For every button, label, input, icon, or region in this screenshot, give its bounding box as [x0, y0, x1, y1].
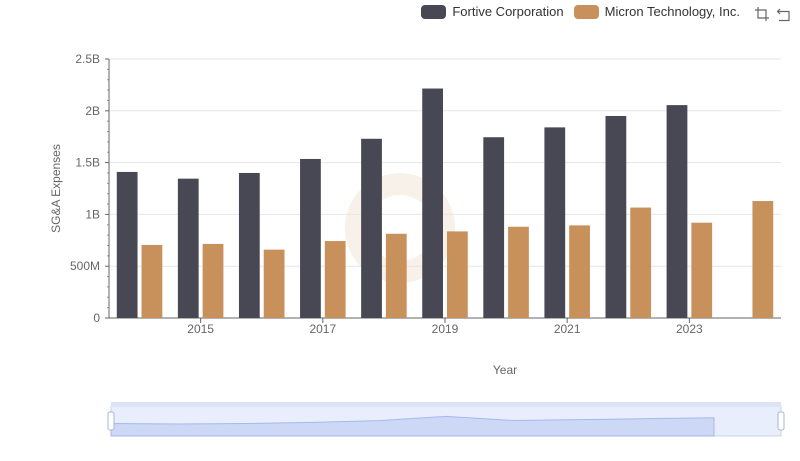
x-tick-label: 2021	[554, 322, 581, 336]
bar-fortive-2020[interactable]	[483, 137, 505, 318]
y-axis-title: SG&A Expenses	[49, 144, 63, 233]
y-tick-label: 2.5B	[75, 52, 100, 66]
bar-micron-2024[interactable]	[752, 201, 774, 318]
bar-micron-2023[interactable]	[691, 222, 713, 318]
bar-fortive-2014[interactable]	[116, 171, 138, 318]
x-tick-label: 2015	[187, 322, 214, 336]
datazoom-handle-left[interactable]	[107, 411, 115, 431]
bar-micron-2018[interactable]	[385, 233, 407, 318]
zoom-icon[interactable]	[754, 6, 770, 22]
legend-item-fortive[interactable]: Fortive Corporation	[421, 4, 564, 19]
legend-swatch-micron	[573, 4, 599, 19]
datazoom-top-bar[interactable]	[111, 402, 781, 407]
y-tick-label: 0	[93, 311, 100, 325]
legend-label-micron: Micron Technology, Inc.	[604, 4, 740, 19]
bar-micron-2019[interactable]	[447, 231, 468, 318]
y-tick-label: 2B	[85, 104, 100, 118]
bar-micron-2020[interactable]	[508, 226, 529, 318]
toolbox	[754, 6, 792, 22]
legend-swatch-fortive	[421, 4, 447, 19]
bar-micron-2014[interactable]	[141, 244, 163, 318]
bar-fortive-2015[interactable]	[177, 178, 199, 318]
legend: Fortive Corporation Micron Technology, I…	[421, 4, 740, 19]
datazoom-preview	[110, 415, 715, 437]
bar-fortive-2023[interactable]	[666, 105, 688, 319]
restore-icon[interactable]	[776, 6, 792, 22]
bar-fortive-2016[interactable]	[238, 172, 260, 318]
bar-micron-2021[interactable]	[569, 225, 590, 318]
x-tick-label: 2019	[432, 322, 459, 336]
datazoom-handle-right[interactable]	[777, 411, 785, 431]
y-tick-label: 500M	[70, 259, 100, 273]
bar-micron-2015[interactable]	[202, 243, 224, 318]
x-axis-title: Year	[493, 363, 517, 377]
bar-micron-2016[interactable]	[263, 249, 285, 318]
bar-fortive-2021[interactable]	[544, 127, 566, 318]
y-tick-label: 1B	[85, 207, 100, 221]
bar-fortive-2018[interactable]	[361, 138, 382, 318]
legend-label-fortive: Fortive Corporation	[452, 4, 564, 19]
legend-item-micron[interactable]: Micron Technology, Inc.	[573, 4, 740, 19]
bar-micron-2017[interactable]	[324, 241, 346, 318]
bar-fortive-2022[interactable]	[605, 115, 627, 318]
bar-micron-2022[interactable]	[630, 207, 652, 318]
x-tick-label: 2017	[309, 322, 336, 336]
y-tick-label: 1.5B	[75, 156, 100, 170]
bar-fortive-2017[interactable]	[300, 158, 321, 318]
bar-fortive-2019[interactable]	[422, 88, 443, 318]
x-tick-label: 2023	[676, 322, 703, 336]
